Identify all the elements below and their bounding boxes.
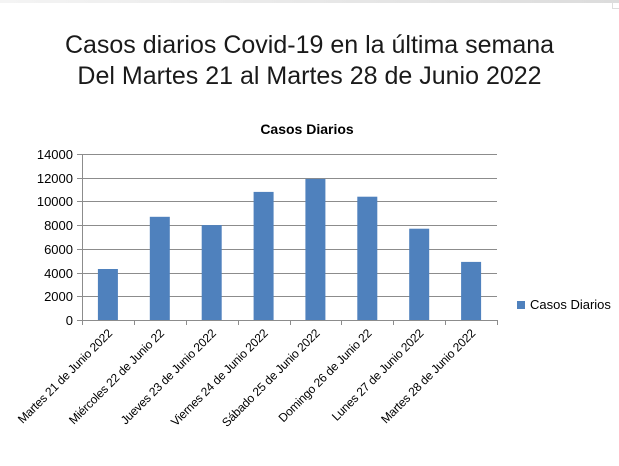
bar xyxy=(253,191,274,320)
y-tick-label: 10000 xyxy=(37,194,73,209)
y-tick-labels: 0 2000 4000 6000 8000 10000 12000 14000 xyxy=(37,147,73,328)
bar xyxy=(461,261,482,320)
x-tick-label: Jueves 23 de Junio 2022 xyxy=(118,326,219,427)
bar xyxy=(201,225,222,320)
grid-lines xyxy=(77,154,497,321)
y-tick-label: 2000 xyxy=(44,289,73,304)
slide-title-line-1: Casos diarios Covid-19 en la última sema… xyxy=(64,31,555,59)
slide-title-line-2: Del Martes 21 al Martes 28 de Junio 2022 xyxy=(77,62,542,90)
bar xyxy=(305,178,326,320)
x-tick-label: Miércoles 22 de Junio 22 xyxy=(66,326,167,427)
y-tick-label: 0 xyxy=(66,313,73,328)
axes xyxy=(82,154,498,325)
x-tick-label: Martes 28 de Junio 2022 xyxy=(378,326,478,426)
legend-label: Casos Diarios xyxy=(530,297,611,312)
legend-swatch xyxy=(517,301,525,309)
y-tick-label: 12000 xyxy=(37,171,73,186)
bar xyxy=(97,269,118,320)
x-tick-label: Domingo 26 de Junio 22 xyxy=(276,326,375,425)
bar xyxy=(409,228,430,320)
y-tick-label: 8000 xyxy=(44,218,73,233)
x-tick-label: Viernes 24 de Junio 2022 xyxy=(168,326,271,429)
corner-mark xyxy=(612,0,619,9)
bar xyxy=(357,196,378,320)
chart-title: Casos Diarios xyxy=(260,121,354,137)
y-tick-label: 4000 xyxy=(44,266,73,281)
bar xyxy=(149,216,170,320)
x-tick-label: Martes 21 de Junio 2022 xyxy=(15,326,115,426)
legend: Casos Diarios xyxy=(517,297,611,312)
x-tick-label: Lunes 27 de Junio 2022 xyxy=(329,326,427,424)
x-tick-label: Sábado 25 de Junio 2022 xyxy=(219,326,323,430)
bars xyxy=(97,178,482,320)
top-border xyxy=(0,0,619,3)
y-tick-label: 14000 xyxy=(37,147,73,162)
y-tick-label: 6000 xyxy=(44,242,73,257)
